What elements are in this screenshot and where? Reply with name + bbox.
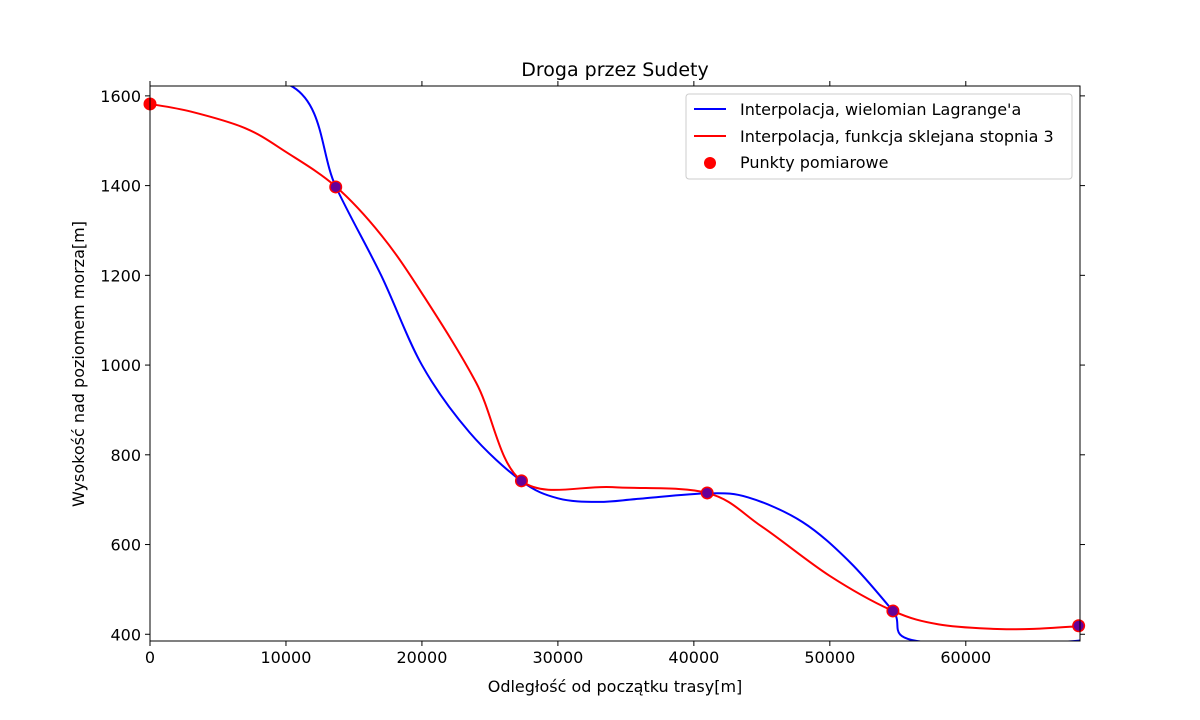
measurement-point-overlay [330,181,341,192]
y-tick-label: 1400 [100,177,141,196]
measurement-point-overlay [887,605,898,616]
measurement-point-overlay [1073,620,1084,631]
legend-box [685,93,1073,180]
chart-title: Droga przez Sudety [521,59,709,81]
legend-swatch-points [704,157,716,169]
y-tick-label: 600 [110,536,141,555]
y-axis: 400 600 800 1000 1200 1400 1600 [100,87,1085,644]
x-tick-label: 0 [145,648,155,667]
axes-frame [149,85,1081,642]
y-tick-label: 1600 [100,87,141,106]
y-tick-label: 800 [110,446,141,465]
x-tick-label: 20000 [396,648,447,667]
spline-line [150,102,1079,631]
lagrange-line [288,86,1080,641]
x-axis-label: Odległość od początku trasy[m] [488,677,743,696]
plot-area [143,86,1086,641]
legend-label-points: Punkty pomiarowe [740,153,888,172]
y-tick-label: 400 [110,625,141,644]
measurement-point-overlay [516,475,527,486]
y-tick-label: 1200 [100,266,141,285]
measurement-point-overlay [702,487,713,498]
x-axis: 0 10000 20000 30000 40000 50000 60000 [145,81,991,667]
x-tick-label: 40000 [668,648,719,667]
legend-label-spline: Interpolacja, funkcja sklejana stopnia 3 [740,127,1054,146]
legend: Interpolacja, wielomian Lagrange'a Inter… [685,93,1073,180]
y-tick-label: 1000 [100,356,141,375]
x-tick-label: 30000 [532,648,583,667]
y-axis-label: Wysokość nad poziomem morza[m] [69,221,88,507]
x-tick-label: 50000 [804,648,855,667]
x-tick-label: 60000 [940,648,991,667]
legend-label-lagrange: Interpolacja, wielomian Lagrange'a [740,100,1021,119]
x-tick-label: 10000 [261,648,312,667]
